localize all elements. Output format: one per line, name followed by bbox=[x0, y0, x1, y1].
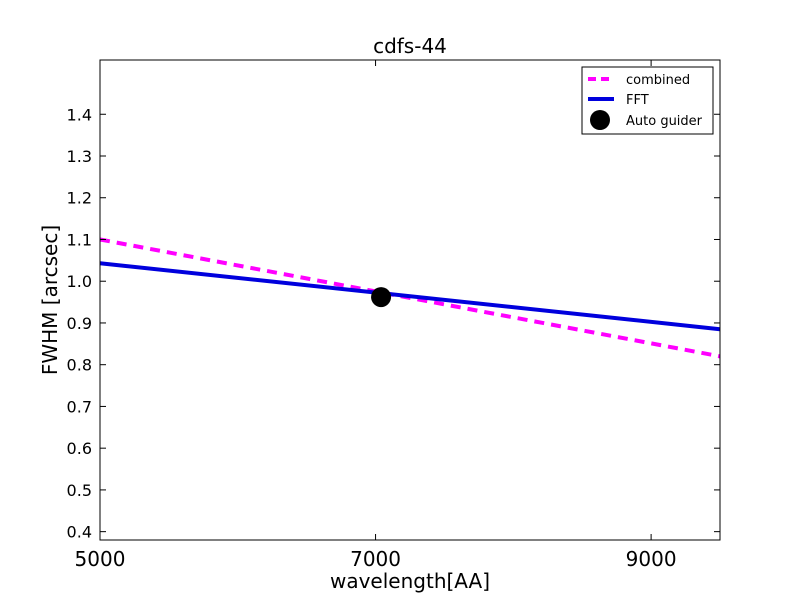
point-auto-guider bbox=[371, 287, 392, 308]
legend-label-combined: combined bbox=[626, 73, 690, 88]
chart-title: cdfs-44 bbox=[373, 34, 447, 58]
y-tick-label-8: 1.2 bbox=[67, 189, 92, 208]
x-tick-label-0: 5000 bbox=[75, 547, 126, 571]
y-tick-label-9: 1.3 bbox=[67, 147, 92, 166]
plot-frame bbox=[99, 59, 721, 541]
x-axis-label: wavelength[AA] bbox=[330, 569, 490, 593]
series-line-fft bbox=[99, 261, 721, 332]
y-tick-label-1: 0.5 bbox=[67, 481, 92, 500]
x-tick-label-1: 7000 bbox=[350, 547, 401, 571]
legend: combined FFT Auto guider bbox=[581, 66, 714, 135]
legend-label-fft: FFT bbox=[626, 93, 649, 108]
y-tick-label-7: 1.1 bbox=[67, 230, 92, 249]
y-tick-label-10: 1.4 bbox=[67, 105, 92, 124]
axis-ticks: 0.4 0.5 0.6 0.7 0.8 0.9 1.0 1.1 1.2 1.3 1.4 5000 700… bbox=[67, 60, 720, 571]
plot-area bbox=[99, 237, 721, 359]
y-tick-label-0: 0.4 bbox=[67, 523, 92, 542]
y-tick-label-3: 0.7 bbox=[67, 397, 92, 416]
legend-label-auto-guider: Auto guider bbox=[626, 114, 703, 129]
y-tick-label-2: 0.6 bbox=[67, 439, 92, 458]
y-tick-label-4: 0.8 bbox=[67, 356, 92, 375]
y-tick-label-5: 0.9 bbox=[67, 314, 92, 333]
legend-marker-auto-guider bbox=[590, 110, 610, 130]
y-axis-label: FWHM [arcsec] bbox=[38, 225, 62, 375]
x-tick-label-2: 9000 bbox=[626, 547, 677, 571]
y-tick-label-6: 1.0 bbox=[67, 272, 92, 291]
